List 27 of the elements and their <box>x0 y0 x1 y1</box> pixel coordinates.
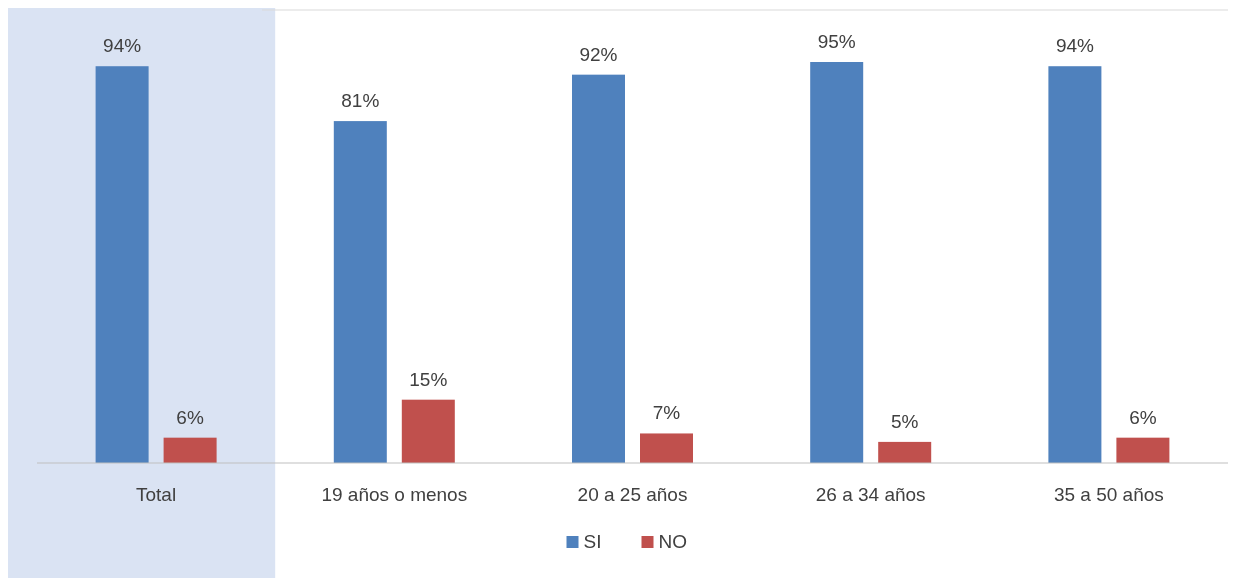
legend-label: SI <box>583 531 602 552</box>
data-label: 94% <box>1055 35 1095 57</box>
data-label: 15% <box>409 368 448 390</box>
data-label: 95% <box>817 31 856 52</box>
bar <box>1048 66 1102 463</box>
x-tick-label: Total <box>136 484 177 505</box>
bar <box>333 121 387 463</box>
data-label: 81% <box>341 90 380 112</box>
bar <box>163 437 217 463</box>
data-label: 5% <box>890 410 919 432</box>
bar <box>640 433 693 463</box>
data-label: 92% <box>579 43 618 65</box>
bar <box>401 399 455 463</box>
x-tick-label: 26 a 34 años <box>815 484 926 505</box>
bar <box>878 441 932 463</box>
data-label: 6% <box>1129 406 1157 428</box>
data-label: 94% <box>103 35 142 57</box>
x-tick-label: 20 a 25 años <box>577 484 688 505</box>
data-label: 7% <box>652 402 681 424</box>
legend-label: NO <box>658 531 687 552</box>
data-label: 6% <box>176 406 204 428</box>
x-tick-label: 19 años o menos <box>321 484 468 505</box>
bar <box>95 66 149 463</box>
bar <box>1116 437 1170 463</box>
bar <box>810 62 864 463</box>
x-tick-label: 35 a 50 años <box>1053 484 1164 505</box>
bar <box>572 74 625 463</box>
